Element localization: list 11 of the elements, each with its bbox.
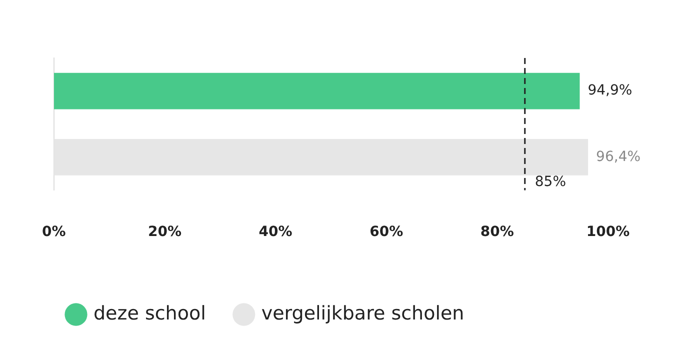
data-label: 94,9% xyxy=(588,82,632,99)
x-tick-label: 60% xyxy=(370,224,404,240)
legend-label: deze school xyxy=(94,302,206,324)
x-tick-label: 40% xyxy=(258,224,292,240)
x-tick-label: 20% xyxy=(148,224,182,240)
legend-label: vergelijkbare scholen xyxy=(261,302,464,324)
x-tick-label: 0% xyxy=(42,224,66,240)
x-tick-label: 80% xyxy=(480,224,514,240)
data-label: 96,4% xyxy=(596,148,641,165)
ref-line-label: 85% xyxy=(534,174,566,190)
x-tick-label: 100% xyxy=(586,224,630,240)
